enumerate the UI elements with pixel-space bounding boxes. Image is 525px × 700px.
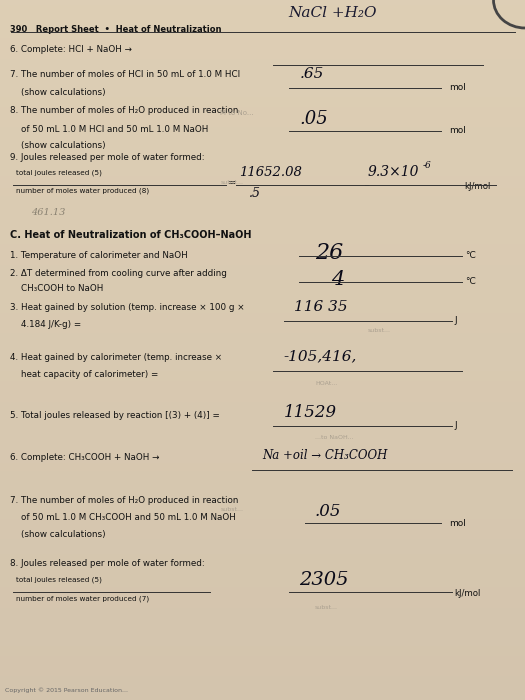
Text: subst...: subst... [315,605,338,610]
Text: 5. Total joules released by reaction [(3) + (4)] =: 5. Total joules released by reaction [(3… [10,411,220,420]
Text: 4.184 J/K-g) =: 4.184 J/K-g) = [21,320,81,329]
Text: -6: -6 [423,161,432,170]
Text: =: = [228,178,236,188]
Text: (show calculations): (show calculations) [21,530,106,539]
Text: 461.13: 461.13 [32,208,66,217]
Text: 6. Complete: HCl + NaOH →: 6. Complete: HCl + NaOH → [10,46,132,55]
Text: .05: .05 [315,503,341,520]
Text: mol: mol [449,83,466,92]
Text: 1. Temperature of calorimeter and NaOH: 1. Temperature of calorimeter and NaOH [10,251,188,260]
Text: CH₃COOH to NaOH: CH₃COOH to NaOH [21,284,103,293]
Text: Na +oil → CH₃COOH: Na +oil → CH₃COOH [262,449,388,463]
Text: 8. Joules released per mole of water formed:: 8. Joules released per mole of water for… [10,559,205,568]
Text: subst...: subst... [220,507,244,512]
Text: 11652.08: 11652.08 [239,166,302,179]
Text: 4: 4 [331,270,344,289]
Text: .65: .65 [299,66,323,80]
Text: 6. Complete: CH₃COOH + NaOH →: 6. Complete: CH₃COOH + NaOH → [10,453,160,462]
Text: heat capacity of calorimeter) =: heat capacity of calorimeter) = [21,370,159,379]
Text: 8. The number of moles of H₂O produced in reaction: 8. The number of moles of H₂O produced i… [10,106,239,116]
Text: °C: °C [465,277,475,286]
Text: 9.3×10: 9.3×10 [368,165,419,179]
Text: NaCl +H₂O: NaCl +H₂O [289,6,377,20]
Text: J: J [454,316,457,325]
Text: HOAt...: HOAt... [315,382,337,386]
Text: 2305: 2305 [299,571,349,589]
Text: subst...: subst... [368,328,391,332]
Text: 9. Joules released per mole of water formed:: 9. Joules released per mole of water for… [10,153,205,162]
Text: mol: mol [449,126,466,135]
Text: M to No...: M to No... [220,110,254,116]
Text: °C: °C [465,251,475,260]
Text: (show calculations): (show calculations) [21,141,106,150]
Text: total joules released (5): total joules released (5) [16,169,102,176]
Text: 7. The number of moles of HCl in 50 mL of 1.0 M HCl: 7. The number of moles of HCl in 50 mL o… [10,70,240,79]
Text: 7. The number of moles of H₂O produced in reaction: 7. The number of moles of H₂O produced i… [10,496,239,505]
Text: mol: mol [449,519,466,528]
Text: 116 35: 116 35 [294,300,348,314]
Text: Copyright © 2015 Pearson Education...: Copyright © 2015 Pearson Education... [5,687,128,693]
Text: number of moles water produced (8): number of moles water produced (8) [16,188,149,194]
Text: -105,416,: -105,416, [284,349,357,363]
Text: C. Heat of Neutralization of CH₃COOH–NaOH: C. Heat of Neutralization of CH₃COOH–NaO… [10,230,252,239]
Text: .5: .5 [249,187,261,200]
Text: total joules released (5): total joules released (5) [16,577,102,583]
Text: kJ/mol: kJ/mol [454,589,480,598]
Text: 11529: 11529 [284,404,337,421]
Text: 4. Heat gained by calorimeter (temp. increase ×: 4. Heat gained by calorimeter (temp. inc… [10,354,223,363]
Text: (show calculations): (show calculations) [21,88,106,97]
Text: ...to NaOH...: ...to NaOH... [315,435,354,440]
Text: 2. ΔT determined from cooling curve after adding: 2. ΔT determined from cooling curve afte… [10,269,227,278]
Text: 390   Report Sheet  •  Heat of Neutralization: 390 Report Sheet • Heat of Neutralizatio… [10,25,222,34]
Text: J: J [454,421,457,430]
Text: of 50 mL 1.0 M HCl and 50 mL 1.0 M NaOH: of 50 mL 1.0 M HCl and 50 mL 1.0 M NaOH [21,125,208,134]
Text: 26: 26 [315,242,343,264]
Text: subst...: subst... [220,180,244,185]
Text: kJ/mol: kJ/mol [465,182,491,191]
Text: number of moles water produced (7): number of moles water produced (7) [16,595,149,601]
Text: of 50 mL 1.0 M CH₃COOH and 50 mL 1.0 M NaOH: of 50 mL 1.0 M CH₃COOH and 50 mL 1.0 M N… [21,513,236,522]
Text: .05: .05 [299,110,328,128]
Text: 3. Heat gained by solution (temp. increase × 100 g ×: 3. Heat gained by solution (temp. increa… [10,303,245,312]
